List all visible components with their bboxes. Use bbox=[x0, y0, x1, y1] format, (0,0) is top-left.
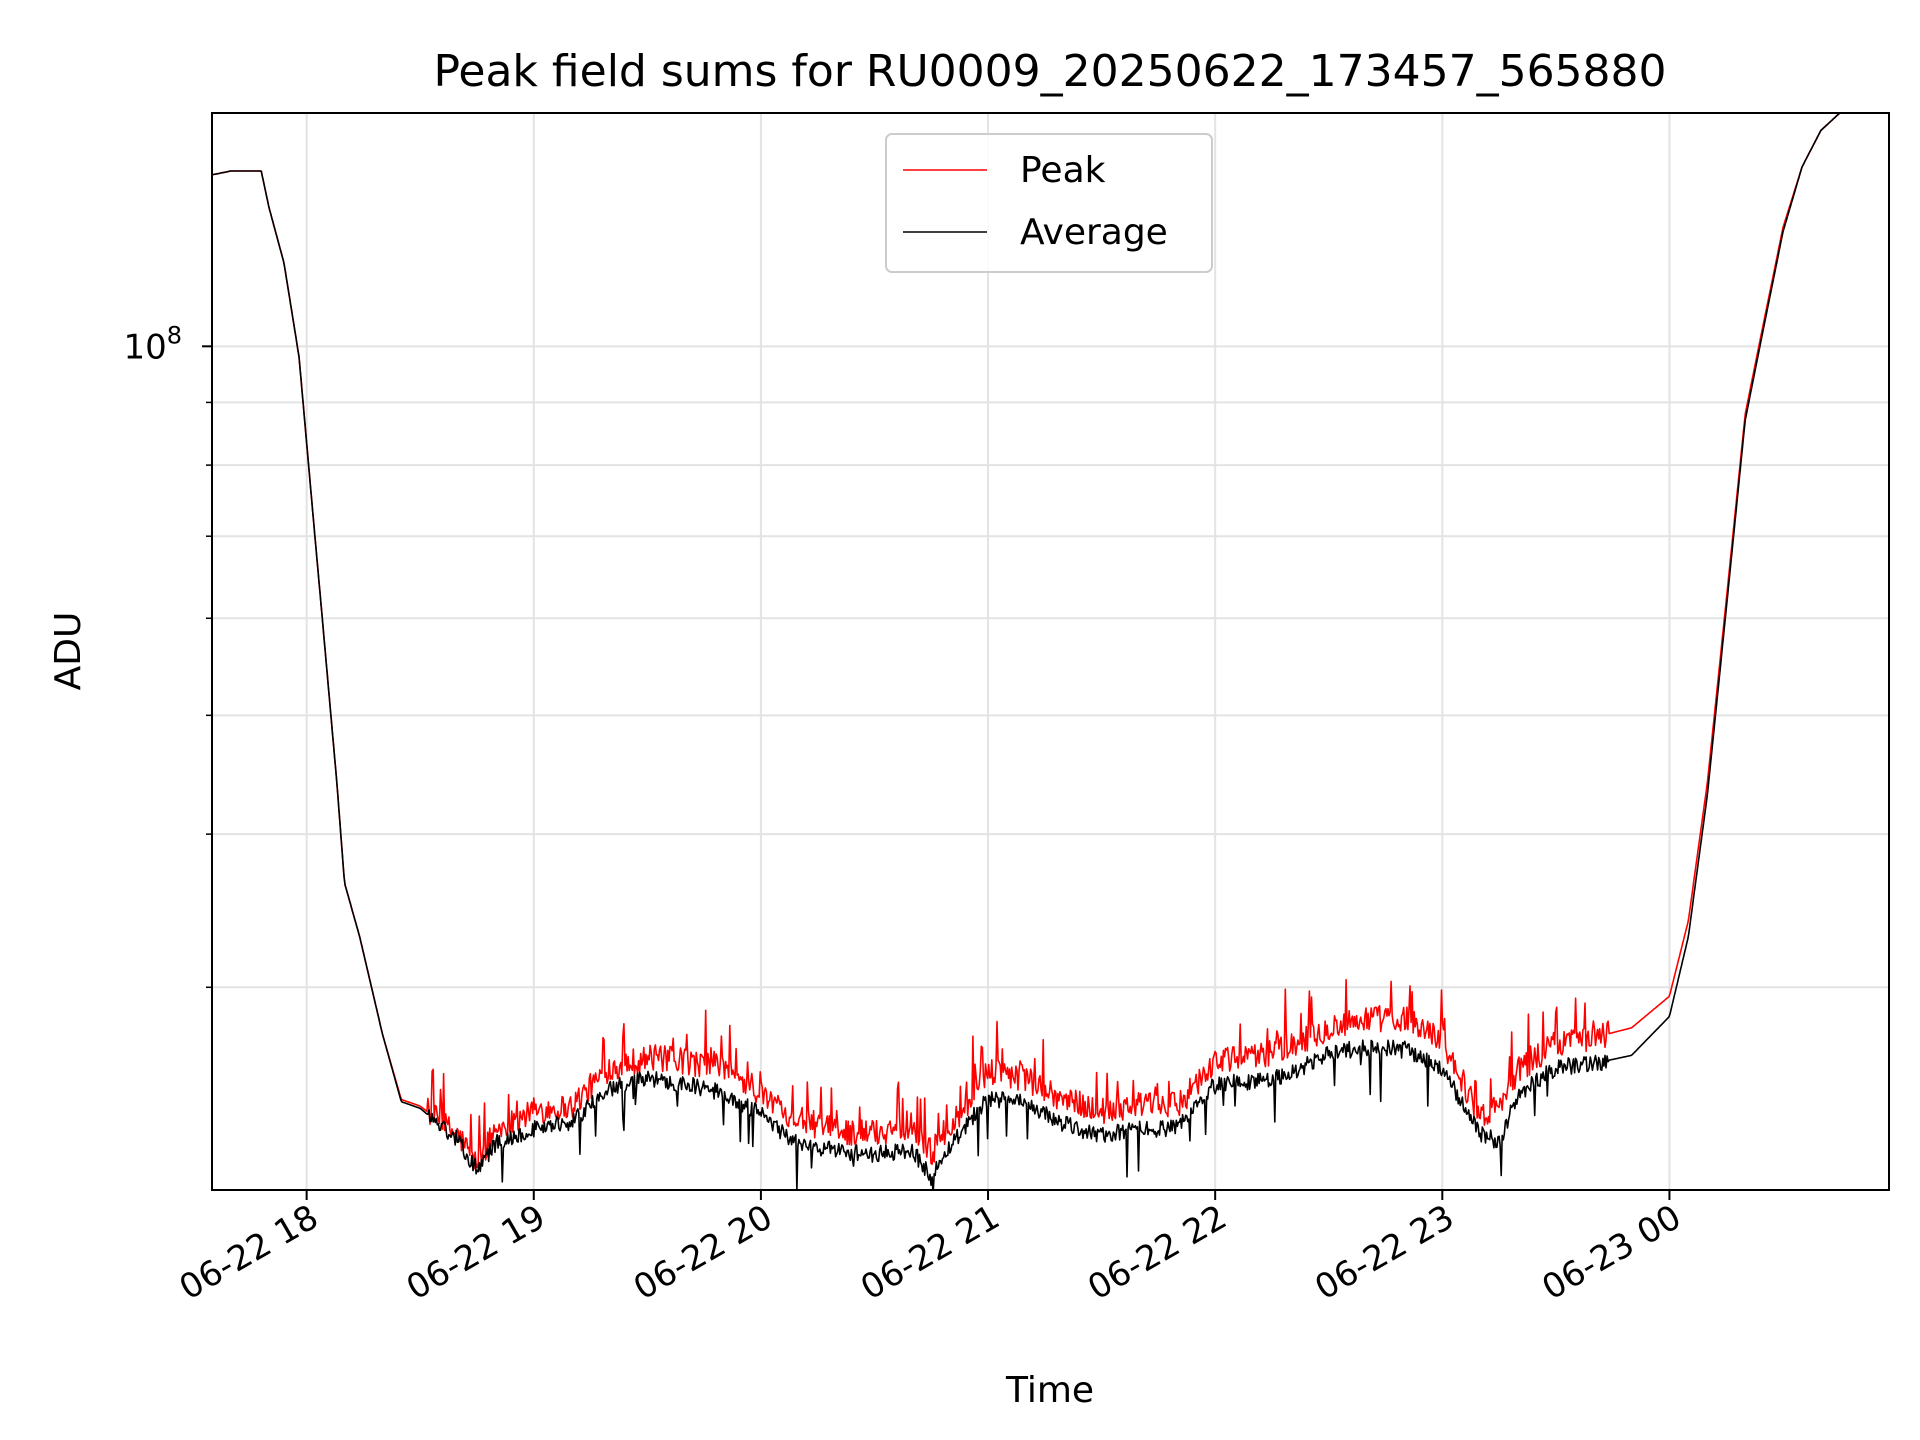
series-layer bbox=[212, 113, 1889, 1190]
legend: Peak Average bbox=[885, 133, 1213, 273]
y-tick-label: 108 bbox=[123, 321, 182, 367]
legend-average-label: Average bbox=[1020, 212, 1168, 253]
legend-peak-label: Peak bbox=[1020, 150, 1106, 191]
series-line-peak bbox=[212, 113, 1889, 1170]
series-line-average bbox=[212, 113, 1889, 1190]
x-axis-label: Time bbox=[1005, 1370, 1094, 1411]
chart-title: Peak field sums for RU0009_20250622_1734… bbox=[433, 46, 1666, 97]
grid bbox=[212, 113, 1889, 1190]
y-axis-label: ADU bbox=[48, 612, 89, 691]
legend-box bbox=[885, 133, 1213, 273]
y-axis: 108 bbox=[123, 321, 212, 989]
plot-frame bbox=[211, 112, 1890, 1191]
